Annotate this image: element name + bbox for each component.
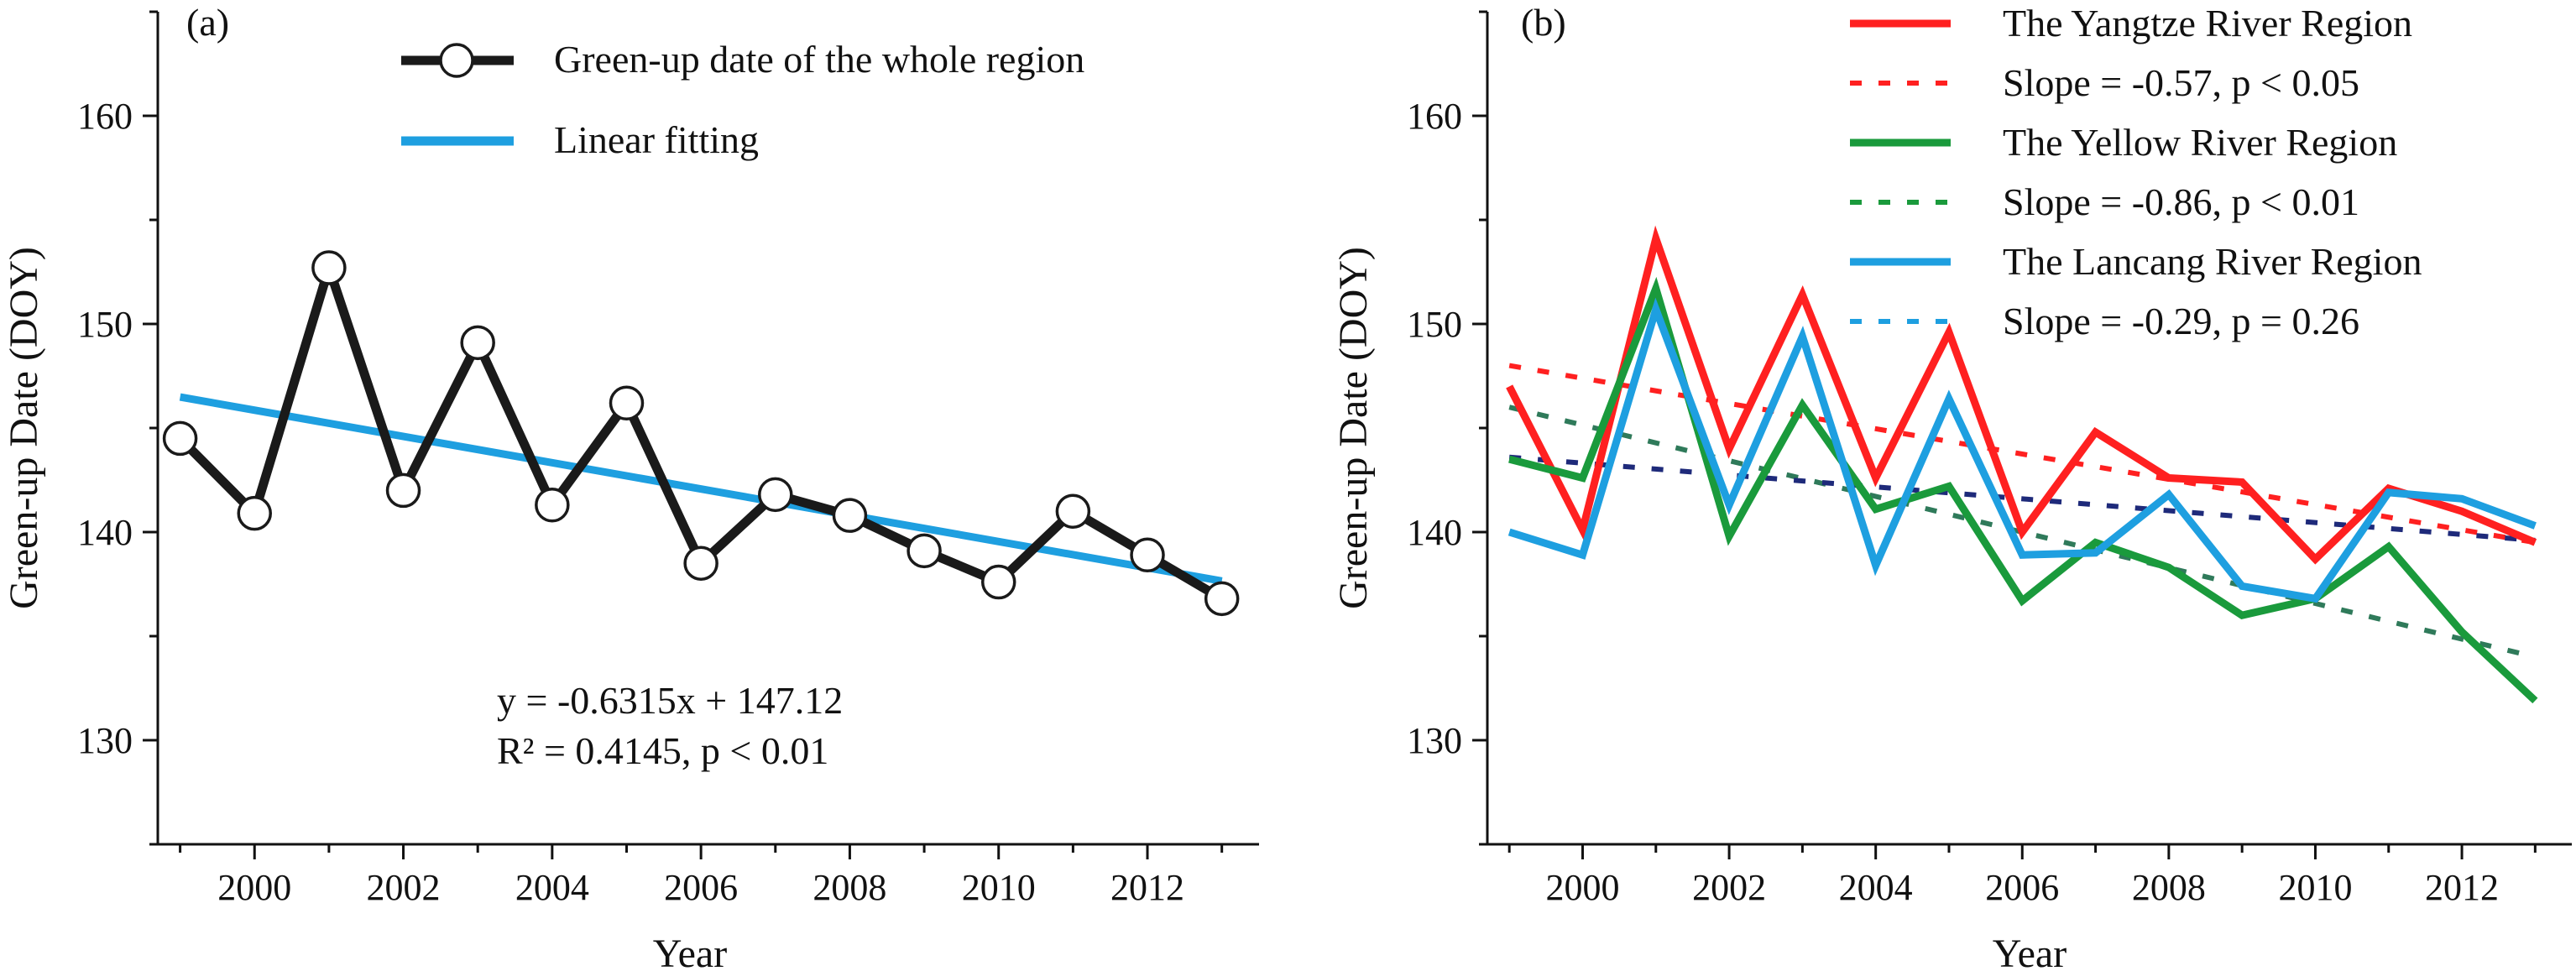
data-point-marker xyxy=(609,385,645,420)
legend-a-label-linear-fitting: Linear fitting xyxy=(554,118,759,161)
y-tick-label: 130 xyxy=(1407,720,1462,761)
y-tick-label: 160 xyxy=(77,96,133,137)
x-tick-label: 2004 xyxy=(1839,867,1913,908)
legend-a-entry-linear-fitting: Linear fitting xyxy=(401,118,759,161)
legend-b-entry: The Lancang River Region xyxy=(1850,240,2422,283)
data-point-marker xyxy=(460,325,495,361)
data-point-marker xyxy=(237,495,272,531)
series-line-linear-fitting xyxy=(179,393,1223,585)
x-tick-label: 2000 xyxy=(217,867,291,908)
x-tick-label: 2000 xyxy=(1545,867,1619,908)
panel-a-x-axis-title: Year xyxy=(653,932,727,971)
y-tick-label: 150 xyxy=(77,304,133,345)
legend-b-label: The Lancang River Region xyxy=(2003,240,2422,283)
panel-a-legend: Green-up date of the whole region Linear… xyxy=(401,38,1084,161)
data-point-marker xyxy=(1055,493,1091,529)
series-line-slope-0-57-p-0-05 xyxy=(1508,363,2536,546)
legend-b-entry: The Yangtze River Region xyxy=(1850,2,2412,44)
regression-r-squared: R² = 0.4145, p < 0.01 xyxy=(497,729,828,772)
data-point-marker xyxy=(907,533,942,569)
legend-b-entry: The Yellow River Region xyxy=(1850,121,2397,164)
panel-a: 130 140 150 160 2000 2002 2004 2006 2008 2010 201… xyxy=(2,1,1259,971)
legend-a-label-whole-region: Green-up date of the whole region xyxy=(554,38,1084,81)
data-point-marker xyxy=(1204,581,1240,617)
data-point-marker xyxy=(162,420,198,457)
y-tick-label: 140 xyxy=(77,512,133,553)
data-point-marker xyxy=(535,488,570,523)
legend-a-swatch-marker xyxy=(439,43,474,78)
x-tick-label: 2010 xyxy=(2278,867,2352,908)
legend-b-entry: Slope = -0.86, p < 0.01 xyxy=(1850,180,2359,223)
legend-b-label: Slope = -0.86, p < 0.01 xyxy=(2003,180,2359,223)
series-line-slope-0-86-p-0-01 xyxy=(1508,405,2537,660)
panel-a-y-axis-title: Green-up Date (DOY) xyxy=(2,247,46,609)
x-tick-label: 2006 xyxy=(664,867,738,908)
legend-a-entry-whole-region: Green-up date of the whole region xyxy=(401,38,1084,81)
x-tick-label: 2008 xyxy=(2132,867,2206,908)
data-point-marker xyxy=(683,546,718,581)
panel-b-legend: The Yangtze River Region Slope = -0.57, p… xyxy=(1850,2,2422,342)
panel-b-label: (b) xyxy=(1521,1,1566,44)
data-point-marker xyxy=(758,477,793,513)
panel-a-label: (a) xyxy=(186,1,229,44)
data-point-marker xyxy=(980,564,1016,600)
data-point-marker xyxy=(832,498,868,533)
legend-b-label: The Yangtze River Region xyxy=(2003,2,2412,44)
x-tick-label: 2002 xyxy=(1692,867,1766,908)
data-point-marker xyxy=(385,472,421,509)
x-tick-label: 2010 xyxy=(962,867,1036,908)
data-point-marker xyxy=(311,250,347,285)
regression-equation: y = -0.6315x + 147.12 xyxy=(497,679,843,722)
y-tick-label: 140 xyxy=(1407,512,1462,553)
legend-b-label: Slope = -0.29, p = 0.26 xyxy=(2003,300,2359,342)
y-tick-label: 160 xyxy=(1407,96,1462,137)
legend-b-entry: Slope = -0.57, p < 0.05 xyxy=(1850,61,2359,104)
y-tick-label: 130 xyxy=(77,720,133,761)
panel-b-x-axis-title: Year xyxy=(1993,932,2067,971)
x-tick-label: 2012 xyxy=(2425,867,2499,908)
x-tick-label: 2008 xyxy=(813,867,886,908)
legend-b-label: Slope = -0.57, p < 0.05 xyxy=(2003,61,2359,104)
series-line-the-lancang-river-region xyxy=(1507,297,2537,603)
legend-b-label: The Yellow River Region xyxy=(2003,121,2397,164)
x-tick-label: 2004 xyxy=(515,867,589,908)
panel-b-y-axis-title: Green-up Date (DOY) xyxy=(1331,247,1376,609)
legend-b-entry: Slope = -0.29, p = 0.26 xyxy=(1850,300,2359,342)
x-tick-label: 2002 xyxy=(367,867,441,908)
panel-b: 130 140 150 160 2000 2002 2004 2006 2008 2010 201… xyxy=(1331,1,2572,971)
y-tick-label: 150 xyxy=(1407,304,1462,345)
x-tick-label: 2006 xyxy=(1985,867,2059,908)
data-point-marker xyxy=(1130,537,1165,573)
x-tick-label: 2012 xyxy=(1110,867,1184,908)
series-line-the-yangtze-river-region xyxy=(1506,225,2537,565)
